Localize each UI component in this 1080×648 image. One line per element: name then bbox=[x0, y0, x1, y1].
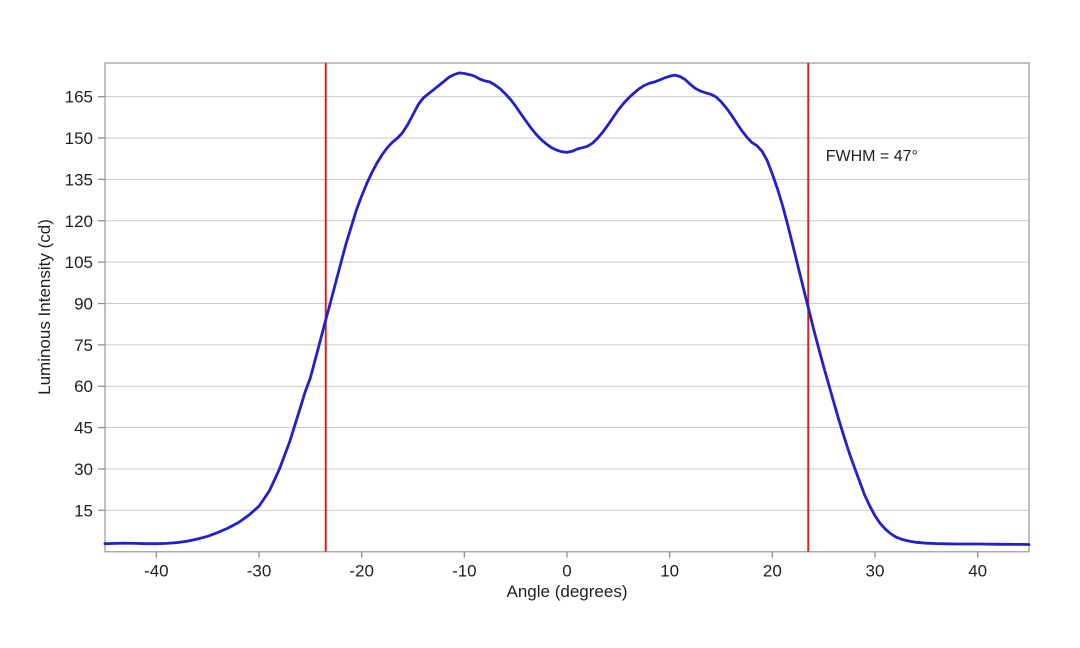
y-tick-label: 45 bbox=[74, 419, 93, 438]
y-tick-label: 135 bbox=[65, 170, 93, 189]
plot-border bbox=[104, 62, 1030, 553]
x-tick-label: 10 bbox=[660, 562, 679, 581]
x-tick-label: 0 bbox=[562, 562, 571, 581]
y-tick-label: 105 bbox=[65, 253, 93, 272]
y-tick-label: 165 bbox=[65, 88, 93, 107]
y-tick-label: 15 bbox=[74, 501, 93, 520]
x-tick-label: -30 bbox=[247, 562, 272, 581]
x-tick-label: -20 bbox=[349, 562, 374, 581]
y-tick-label: 75 bbox=[74, 336, 93, 355]
y-tick-label: 30 bbox=[74, 460, 93, 479]
y-tick-label: 90 bbox=[74, 294, 93, 313]
x-tick-label: 20 bbox=[763, 562, 782, 581]
intensity-curve bbox=[103, 71, 1031, 546]
fwhm-annotation-label: FWHM = 47° bbox=[825, 147, 918, 165]
y-tick-label: 150 bbox=[65, 129, 93, 148]
x-tick-label: -40 bbox=[144, 562, 169, 581]
x-tick-label: 40 bbox=[968, 562, 987, 581]
y-axis-title: Luminous Intensity (cd) bbox=[35, 219, 54, 395]
x-tick-label: 30 bbox=[866, 562, 885, 581]
x-axis-title: Angle (degrees) bbox=[506, 582, 628, 601]
x-tick-label: -10 bbox=[452, 562, 477, 581]
y-tick-label: 60 bbox=[74, 377, 93, 396]
y-tick-label: 120 bbox=[65, 212, 93, 231]
